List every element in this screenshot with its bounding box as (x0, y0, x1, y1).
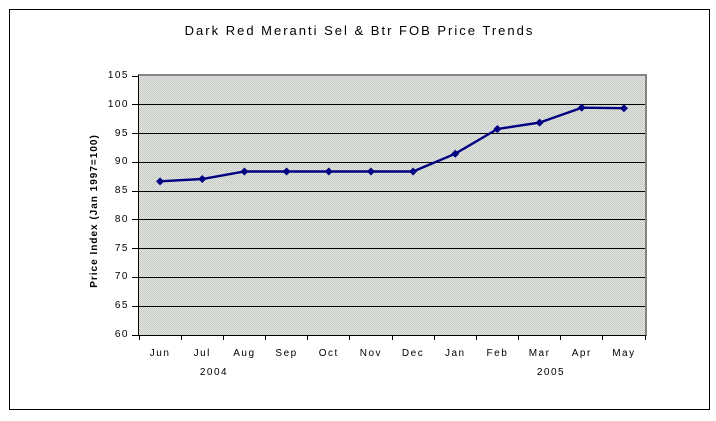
price-index-series (156, 103, 628, 186)
x-axis-tick (475, 336, 477, 340)
x-axis-tick (265, 336, 266, 340)
chart-title: Dark Red Meranti Sel & Btr FOB Price Tre… (184, 23, 535, 38)
data-point-marker (451, 149, 460, 158)
y-axis-tick (132, 161, 138, 163)
y-axis-tick (132, 276, 138, 278)
y-axis-tick-label: 70 (114, 271, 129, 283)
data-point-marker (240, 167, 249, 176)
x-axis-tick (644, 336, 646, 340)
y-gridline (139, 104, 645, 106)
y-axis-tick-label: 105 (107, 70, 129, 81)
x-axis-label-feb: Feb (486, 348, 509, 359)
y-gridline (139, 219, 645, 221)
data-point-marker (282, 167, 291, 176)
plot-area: 60 65 70 75 80 85 90 95 100 105 Jun Jul Aug Sep Oct Nov… (108, 70, 647, 359)
y-gridline (139, 190, 645, 192)
y-gridline (139, 248, 645, 250)
x-axis-label-jul: Jul (193, 348, 211, 359)
x-axis-label-apr: Apr (571, 348, 592, 359)
data-point-marker (535, 118, 544, 127)
y-axis-tick-label: 100 (107, 98, 129, 110)
y-gridline (139, 133, 645, 135)
x-axis-label-aug: Aug (233, 348, 256, 359)
x-axis-label-jun: Jun (149, 348, 171, 359)
x-axis-tick (138, 336, 140, 340)
y-gridline (139, 276, 645, 278)
y-axis-tick-label: 80 (114, 213, 129, 225)
x-axis-label-sep: Sep (275, 348, 298, 359)
y-axis-tick-label: 90 (114, 156, 129, 168)
y-axis-tick-label: 75 (114, 242, 129, 254)
data-point-marker (493, 124, 502, 133)
x-axis-tick (391, 336, 393, 340)
y-axis-tick (132, 75, 138, 77)
y-axis-tick (132, 334, 138, 336)
year-label-2005: 2005 (536, 367, 566, 378)
x-axis-tick (433, 336, 435, 340)
data-point-marker (198, 175, 207, 184)
x-axis-tick (602, 336, 604, 340)
x-axis-tick (222, 336, 224, 340)
y-gridline (139, 161, 645, 163)
data-point-marker (619, 104, 628, 113)
x-axis-tick (560, 336, 562, 340)
y-axis-tick (132, 248, 138, 250)
y-axis-tick-label: 85 (114, 185, 129, 197)
y-axis-tick (132, 305, 138, 307)
series-line (160, 106, 624, 183)
x-axis-label-dec: Dec (401, 348, 425, 359)
x-axis-label-oct: Oct (318, 348, 339, 359)
year-label-2004: 2004 (199, 367, 229, 378)
y-axis-tick (132, 104, 138, 106)
data-point-marker (156, 177, 165, 186)
chart-frame: Dark Red Meranti Sel & Btr FOB Price Tre… (9, 9, 710, 410)
x-axis-label-nov: Nov (359, 348, 383, 359)
y-axis-tick (132, 133, 138, 135)
data-point-marker (577, 103, 586, 112)
data-point-marker (324, 167, 333, 176)
x-axis-label-mar: Mar (528, 348, 551, 359)
x-axis-tick (349, 336, 351, 340)
y-axis-tick-label: 65 (114, 300, 129, 312)
x-axis-label-may: May (612, 348, 636, 359)
data-point-marker (409, 167, 418, 176)
data-point-marker (366, 167, 375, 176)
y-axis-tick (132, 219, 138, 221)
y-axis-tick-label: 60 (114, 329, 129, 340)
x-axis-label-jan: Jan (444, 348, 466, 359)
x-axis-tick (307, 336, 309, 340)
y-gridline (139, 305, 645, 307)
y-axis-tick-label: 95 (114, 127, 129, 139)
y-axis-tick (132, 190, 138, 192)
x-axis-tick (180, 336, 182, 340)
x-axis-tick (518, 336, 519, 340)
